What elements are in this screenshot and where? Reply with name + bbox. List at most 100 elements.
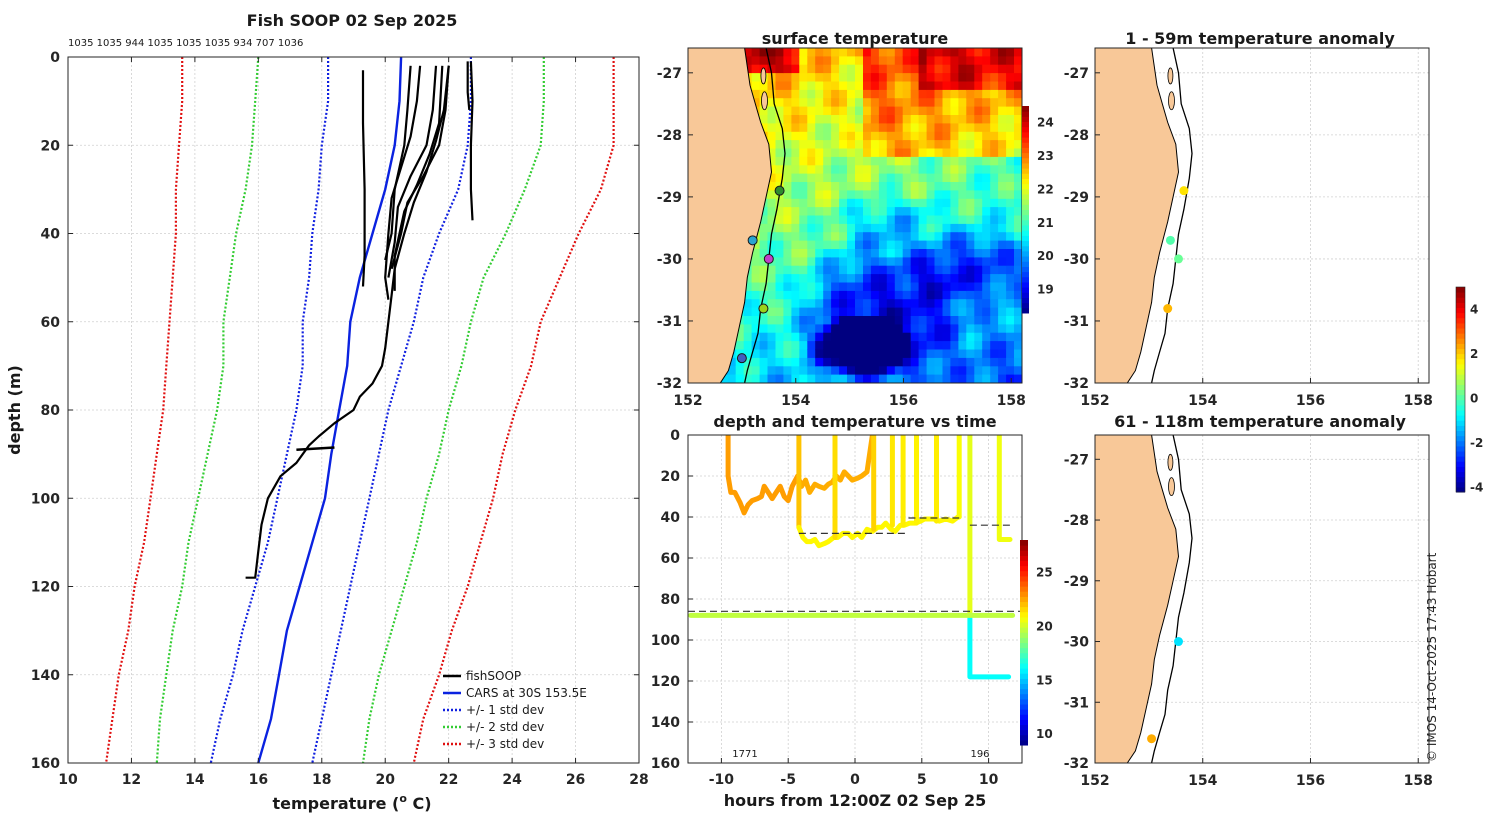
sst-cell (902, 249, 912, 258)
sst-cell (910, 123, 920, 133)
sst-cell (918, 123, 928, 133)
sst-cell (831, 81, 840, 91)
sst-cell (855, 341, 864, 351)
sst-cell (815, 173, 824, 183)
sst-cell (783, 257, 792, 267)
sst-cell (926, 223, 936, 233)
sst-cell (807, 282, 816, 292)
sst-cell (950, 232, 959, 242)
sst-cell (934, 182, 944, 191)
sst-cell (831, 148, 840, 158)
figure-title: Fish SOOP 02 Sep 2025 (247, 11, 458, 30)
sst-cell (1006, 48, 1015, 57)
anomaly-colorbar-segment (1456, 425, 1465, 432)
sst-cell (902, 89, 912, 99)
sst-cell (894, 265, 904, 275)
sst-cell (799, 265, 808, 275)
sst-cell (942, 98, 952, 108)
sst-cell (1014, 198, 1022, 208)
sst-cell (831, 182, 840, 191)
sst-cell (958, 341, 967, 351)
sst-colorbar-segment (1022, 297, 1029, 304)
sst-cell (974, 366, 983, 376)
sst-cell (918, 274, 928, 284)
sst-cell (918, 223, 928, 233)
sst-cell (958, 198, 967, 208)
sst-cell (894, 106, 904, 116)
anomaly-deep-title: 61 - 118m temperature anomaly (1114, 412, 1406, 431)
sst-cell (823, 81, 832, 91)
anomaly-colorbar-segment (1456, 307, 1465, 314)
sst-colorbar-segment (1022, 214, 1029, 221)
shelf-contour (1150, 435, 1193, 763)
sst-cell (958, 131, 967, 141)
sst-cell (751, 332, 761, 342)
sst-cell (807, 290, 816, 300)
sst-cell (831, 89, 840, 99)
sst-cell (958, 115, 967, 124)
sst-cell (934, 282, 944, 292)
sst-cell (775, 257, 785, 267)
sst-cell (942, 299, 952, 309)
sst-cell (767, 249, 777, 258)
sst-cell (815, 64, 824, 74)
sst-cell (863, 182, 872, 191)
sst-cell (791, 249, 800, 258)
sst-cell (807, 307, 816, 317)
sst-cell (863, 48, 872, 57)
sst-cell (863, 190, 872, 200)
sst-cell (759, 332, 769, 342)
sst-cell (815, 156, 824, 166)
sst-cell (934, 299, 944, 309)
sst-cell (863, 274, 872, 284)
sst-cell (767, 148, 777, 158)
sst-cell (926, 207, 936, 217)
sst-cell (934, 249, 944, 258)
sst-cell (918, 73, 928, 83)
sst-cell (934, 223, 944, 233)
sst-cell (727, 357, 737, 367)
sst-cell (966, 257, 975, 267)
dt-colorbar-segment (1020, 693, 1028, 700)
sst-cell (815, 357, 824, 367)
sst-cell (950, 106, 959, 116)
sst-cell (831, 198, 840, 208)
sst-cell (783, 290, 792, 300)
sst-cell (918, 89, 928, 99)
sst-cell (783, 140, 792, 150)
sst-cell (878, 207, 888, 217)
sst-cell (990, 299, 999, 309)
sst-cell (878, 115, 888, 124)
dt-colorbar-segment (1020, 668, 1028, 674)
map-y-tick-label: -32 (1064, 756, 1089, 772)
sst-cell (799, 190, 808, 200)
sst-colorbar-segment (1022, 178, 1029, 185)
sst-cell (791, 140, 800, 150)
sst-cell (950, 249, 959, 258)
sst-cell (926, 290, 936, 300)
sst-cell (1014, 98, 1022, 108)
sst-cell (990, 198, 999, 208)
sst-cell (878, 374, 888, 383)
sst-cell (775, 207, 785, 217)
sst-cell (767, 173, 777, 183)
sst-cell (878, 265, 888, 275)
sst-cell (950, 357, 959, 367)
sst-cell (934, 64, 944, 74)
sst-cell (847, 223, 856, 233)
sst-cell (767, 299, 777, 309)
sst-cell (878, 140, 888, 150)
sst-colorbar-segment (1022, 307, 1029, 314)
sst-cell (1014, 265, 1022, 275)
profile-y-label: depth (m) (5, 365, 24, 455)
sst-cell (855, 257, 864, 267)
sst-cell (831, 357, 840, 367)
sst-colorbar-segment (1022, 152, 1029, 159)
sst-cell (759, 316, 769, 325)
sst-cell (799, 148, 808, 158)
sst-cell (839, 73, 848, 83)
sst-cell (815, 56, 824, 66)
sst-cell (942, 73, 952, 83)
sst-cell (823, 282, 832, 292)
